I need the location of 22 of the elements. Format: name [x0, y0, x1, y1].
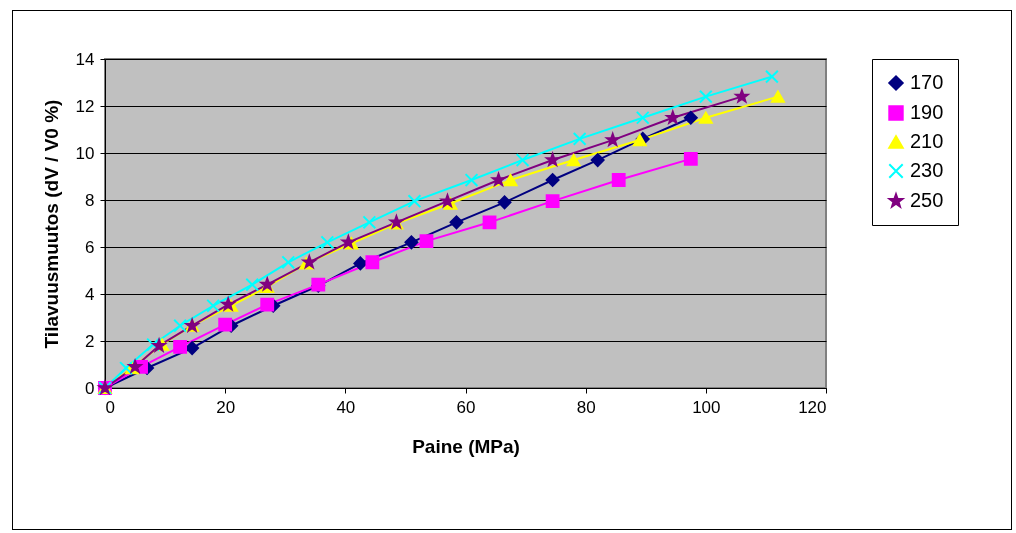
y-tick-label: 14	[75, 49, 95, 69]
y-tick-label: 10	[75, 143, 95, 163]
legend-label: 190	[910, 101, 944, 123]
legend-label: 250	[910, 189, 944, 211]
y-tick-label: 8	[85, 190, 95, 210]
y-axis-title: Tilavuusmuutos (dV / V0 %)	[40, 99, 62, 349]
x-tick-label: 100	[692, 397, 721, 417]
x-tick-label: 20	[216, 397, 236, 417]
x-tick-label: 0	[105, 397, 115, 417]
x-tick-label: 80	[576, 397, 596, 417]
legend-label: 170	[910, 71, 944, 93]
y-tick-label: 12	[75, 96, 95, 116]
y-tick-label: 0	[85, 378, 95, 398]
legend-label: 230	[910, 159, 944, 181]
x-axis-title: Paine (MPa)	[412, 435, 520, 457]
y-tick-label: 6	[85, 237, 95, 257]
x-tick-label: 40	[336, 397, 356, 417]
y-tick-label: 4	[85, 284, 95, 304]
x-tick-label: 60	[456, 397, 476, 417]
legend-label: 210	[910, 130, 944, 152]
x-tick-label: 120	[798, 397, 827, 417]
y-tick-label: 2	[85, 331, 95, 351]
